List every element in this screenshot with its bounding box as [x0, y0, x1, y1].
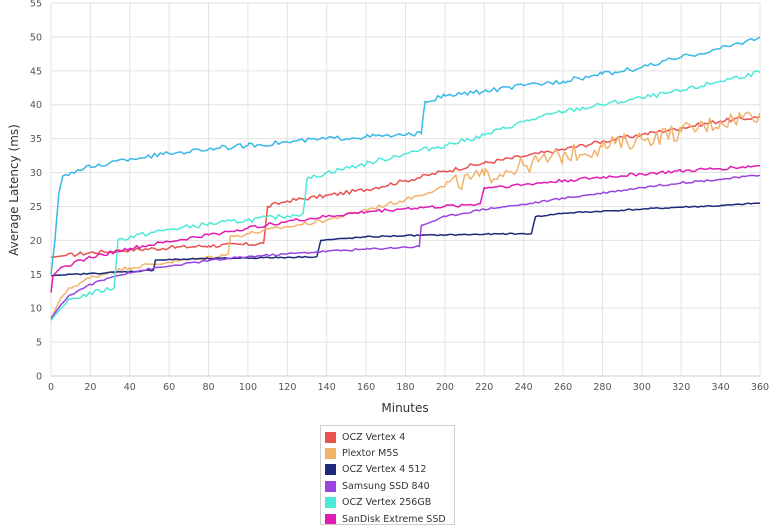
legend-swatch — [325, 497, 336, 509]
x-tick-label: 100 — [239, 382, 257, 393]
series-line — [50, 164, 761, 293]
chart-legend: OCZ Vertex 4 Plextor M5S OCZ Vertex 4 512 S… — [320, 425, 455, 525]
series-line — [50, 116, 761, 259]
x-tick-label: 20 — [84, 382, 96, 393]
series-line — [50, 36, 761, 275]
y-axis-title: Average Latency (ms) — [7, 124, 21, 256]
y-tick-labels: 0 5 10 15 20 25 30 35 40 45 50 55 — [30, 0, 42, 383]
legend-swatch — [325, 431, 336, 443]
y-tick-label: 5 — [36, 338, 42, 349]
y-tick-label: 10 — [30, 304, 42, 315]
legend-swatch — [325, 448, 336, 460]
y-tick-label: 25 — [30, 202, 42, 213]
data-series — [50, 36, 761, 321]
y-tick-label: 50 — [30, 32, 42, 43]
x-tick-labels: 0 20 40 60 80 100 120 140 160 180 200 220 240 260 280 3… — [48, 382, 769, 393]
legend-swatch — [325, 513, 336, 524]
y-tick-label: 55 — [30, 0, 42, 10]
x-tick-label: 40 — [124, 382, 136, 393]
y-tick-label: 45 — [30, 66, 42, 77]
legend-item: OCZ Vertex 4 — [325, 429, 450, 445]
x-tick-label: 240 — [515, 382, 533, 393]
y-tick-label: 40 — [30, 100, 42, 111]
x-tick-label: 220 — [475, 382, 493, 393]
x-tick-label: 360 — [751, 382, 769, 393]
series-line — [50, 70, 761, 321]
series-line — [50, 202, 761, 277]
x-tick-label: 300 — [633, 382, 651, 393]
x-tick-label: 280 — [593, 382, 611, 393]
gridlines — [50, 2, 761, 377]
legend-item: Plextor M5S — [325, 445, 450, 461]
legend-label: OCZ Vertex 4 512 — [342, 464, 427, 476]
x-tick-label: 180 — [396, 382, 414, 393]
y-tick-label: 35 — [30, 134, 42, 145]
series-line — [50, 111, 761, 319]
legend-item: OCZ Vertex 4 512 — [325, 462, 450, 478]
legend-swatch — [325, 464, 336, 476]
legend-label: Samsung SSD 840 — [342, 480, 430, 492]
legend-item: SanDisk Extreme SSD — [325, 511, 450, 525]
legend-label: SanDisk Extreme SSD — [342, 513, 446, 525]
legend-label: OCZ Vertex 4 — [342, 431, 406, 443]
y-tick-label: 0 — [36, 372, 42, 383]
x-tick-label: 320 — [672, 382, 690, 393]
legend-item: Samsung SSD 840 — [325, 478, 450, 494]
x-axis-title: Minutes — [381, 401, 428, 415]
x-tick-label: 0 — [48, 382, 54, 393]
y-tick-label: 20 — [30, 236, 42, 247]
x-tick-label: 200 — [436, 382, 454, 393]
x-tick-label: 260 — [554, 382, 572, 393]
x-tick-label: 340 — [712, 382, 730, 393]
x-tick-label: 120 — [278, 382, 296, 393]
x-tick-label: 60 — [163, 382, 175, 393]
x-tick-label: 80 — [203, 382, 215, 393]
legend-label: Plextor M5S — [342, 448, 399, 460]
y-tick-label: 30 — [30, 168, 42, 179]
series-line — [50, 174, 761, 319]
legend-label: OCZ Vertex 256GB — [342, 497, 432, 509]
x-tick-label: 160 — [357, 382, 375, 393]
legend-item: OCZ Vertex 256GB — [325, 495, 450, 511]
x-tick-label: 140 — [318, 382, 336, 393]
legend-swatch — [325, 480, 336, 492]
y-tick-label: 15 — [30, 270, 42, 281]
